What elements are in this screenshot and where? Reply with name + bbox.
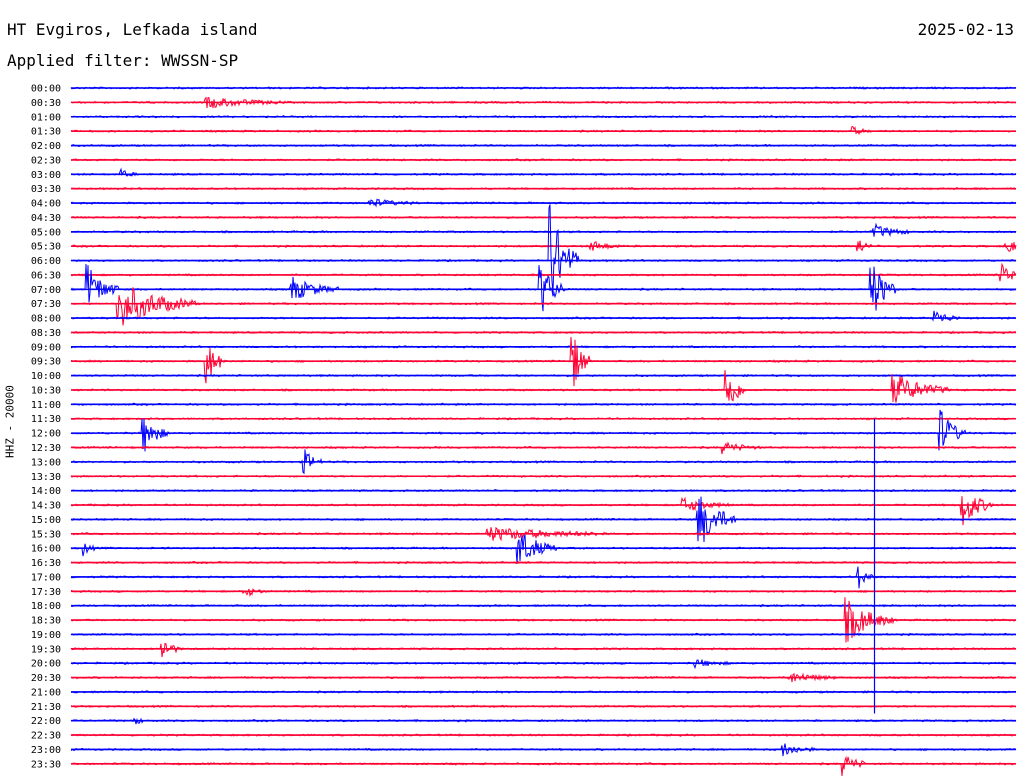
time-tick-label: 04:00 bbox=[31, 199, 61, 210]
time-tick-label: 12:00 bbox=[31, 429, 61, 440]
time-tick-label: 09:30 bbox=[31, 357, 61, 368]
trace-0800 bbox=[70, 310, 1017, 322]
time-tick-label: 08:30 bbox=[31, 328, 61, 339]
time-tick-label: 20:30 bbox=[31, 673, 61, 684]
time-tick-label: 22:00 bbox=[31, 716, 61, 727]
time-tick-label: 20:00 bbox=[31, 659, 61, 670]
time-tick-label: 23:30 bbox=[31, 759, 61, 770]
time-tick-label: 10:30 bbox=[31, 385, 61, 396]
time-tick-label: 05:00 bbox=[31, 227, 61, 238]
time-tick-label: 09:00 bbox=[31, 342, 61, 353]
time-tick-label: 19:30 bbox=[31, 644, 61, 655]
time-tick-label: 17:00 bbox=[31, 572, 61, 583]
trace-0500 bbox=[71, 222, 1017, 238]
time-tick-label: 00:00 bbox=[31, 84, 61, 95]
time-tick-label: 13:30 bbox=[31, 472, 61, 483]
time-tick-label: 08:00 bbox=[31, 314, 61, 325]
time-tick-label: 14:00 bbox=[31, 486, 61, 497]
time-tick-label: 19:00 bbox=[31, 630, 61, 641]
time-tick-label: 02:30 bbox=[31, 155, 61, 166]
time-tick-label: 12:30 bbox=[31, 443, 61, 454]
trace-2330 bbox=[70, 755, 1017, 777]
time-tick-label: 15:30 bbox=[31, 529, 61, 540]
time-tick-label: 02:00 bbox=[31, 141, 61, 152]
time-tick-label: 18:30 bbox=[31, 616, 61, 627]
time-tick-label: 23:00 bbox=[31, 745, 61, 756]
time-tick-label: 13:00 bbox=[31, 457, 61, 468]
time-tick-label: 03:00 bbox=[31, 170, 61, 181]
time-tick-label: 03:30 bbox=[31, 184, 61, 195]
trace-0130 bbox=[70, 125, 1017, 135]
time-tick-label: 21:00 bbox=[31, 687, 61, 698]
time-tick-label: 11:00 bbox=[31, 400, 61, 411]
filter-label: Applied filter: WWSSN-SP bbox=[7, 51, 239, 70]
time-tick-label: 11:30 bbox=[31, 414, 61, 425]
time-tick-label: 16:30 bbox=[31, 558, 61, 569]
time-tick-label: 05:30 bbox=[31, 242, 61, 253]
time-tick-label: 07:30 bbox=[31, 299, 61, 310]
time-tick-label: 16:00 bbox=[31, 544, 61, 555]
time-tick-label: 22:30 bbox=[31, 731, 61, 742]
time-tick-label: 17:30 bbox=[31, 587, 61, 598]
time-tick-label: 06:30 bbox=[31, 270, 61, 281]
time-tick-label: 01:30 bbox=[31, 127, 61, 138]
time-tick-label: 15:00 bbox=[31, 515, 61, 526]
time-tick-label: 21:30 bbox=[31, 702, 61, 713]
time-tick-label: 01:00 bbox=[31, 112, 61, 123]
time-tick-label: 00:30 bbox=[31, 98, 61, 109]
date-label: 2025-02-13 bbox=[917, 20, 1014, 39]
time-tick-label: 10:00 bbox=[31, 371, 61, 382]
time-tick-label: 14:30 bbox=[31, 501, 61, 512]
time-tick-label: 07:00 bbox=[31, 285, 61, 296]
time-tick-label: 04:30 bbox=[31, 213, 61, 224]
time-tick-label: 06:00 bbox=[31, 256, 61, 267]
time-tick-label: 18:00 bbox=[31, 601, 61, 612]
station-title: HT Evgiros, Lefkada island bbox=[7, 20, 258, 39]
